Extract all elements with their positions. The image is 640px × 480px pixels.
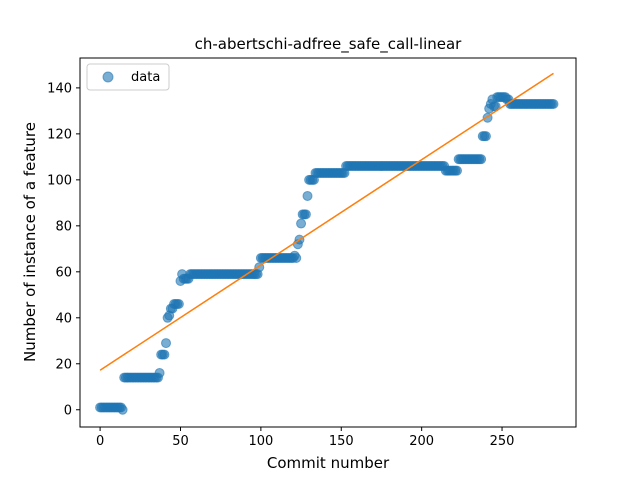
data-point-125 — [296, 218, 307, 229]
x-tick-label-100: 100 — [248, 434, 273, 449]
data-point-49 — [173, 299, 184, 309]
y-tick-label-0: 0 — [64, 403, 72, 418]
chart-title: ch-abertschi-adfree_safe_call-linear — [195, 35, 463, 54]
legend-label-data: data — [131, 70, 160, 85]
y-tick-label-140: 140 — [47, 81, 72, 96]
data-point-41 — [161, 338, 172, 349]
data-point-40 — [159, 349, 170, 360]
x-axis-label: Commit number — [267, 454, 390, 472]
axes: 0 50 100 150 200 250 0 20 40 60 80 100 120 140 — [47, 57, 577, 449]
legend: data — [86, 63, 170, 91]
y-tick-label-60: 60 — [55, 265, 72, 280]
legend-marker-data — [102, 71, 114, 83]
x-tick-label-50: 50 — [172, 434, 189, 449]
y-tick-label-100: 100 — [47, 173, 72, 188]
data-point-240 — [480, 131, 491, 142]
y-axis-label: Number of instance of a feature — [21, 122, 39, 362]
x-tick-label-150: 150 — [329, 434, 354, 449]
y-tick-label-40: 40 — [55, 311, 72, 326]
x-tick-label-200: 200 — [409, 434, 434, 449]
data-point-37 — [154, 367, 165, 378]
data-point-14 — [117, 404, 128, 415]
data-point-128 — [300, 209, 311, 220]
axes-frame — [79, 57, 577, 428]
data-point-237 — [476, 154, 487, 165]
fit-line — [99, 72, 554, 371]
plot-area — [95, 72, 559, 415]
data-point-122 — [291, 253, 302, 264]
data-point-129 — [302, 190, 313, 201]
data-point-282 — [548, 98, 559, 109]
x-tick-label-250: 250 — [490, 434, 515, 449]
y-tick-label-120: 120 — [47, 127, 72, 142]
legend-box — [86, 63, 170, 91]
y-tick-label-80: 80 — [55, 219, 72, 234]
y-tick-label-20: 20 — [55, 357, 72, 372]
x-tick-label-0: 0 — [96, 434, 104, 449]
data-point-222 — [452, 165, 463, 176]
